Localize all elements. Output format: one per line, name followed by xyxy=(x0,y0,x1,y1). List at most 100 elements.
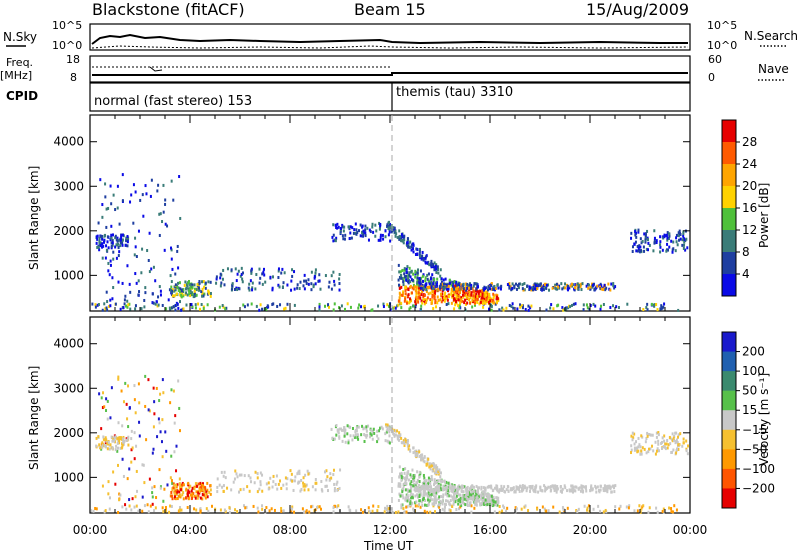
echo-cell xyxy=(403,267,406,271)
echo-cell xyxy=(398,286,401,290)
echo-cell xyxy=(178,509,181,513)
echo-cell xyxy=(655,449,658,453)
echo-cell xyxy=(368,435,371,439)
echo-cell xyxy=(666,439,669,443)
echo-cell xyxy=(452,293,455,297)
echo-cell xyxy=(328,280,331,284)
echo-cell xyxy=(107,261,110,265)
echo-cell xyxy=(442,282,445,286)
echo-cell xyxy=(365,429,368,433)
echo-cell xyxy=(414,504,417,508)
echo-cell xyxy=(144,286,147,290)
echo-cell xyxy=(161,220,164,224)
echo-cell xyxy=(302,481,305,485)
echo-cell xyxy=(643,232,646,236)
echo-cell xyxy=(661,436,664,440)
echo-cell xyxy=(484,498,487,502)
echo-cell xyxy=(98,241,101,245)
echo-cell xyxy=(335,225,338,229)
echo-cell xyxy=(99,446,102,450)
echo-cell xyxy=(283,271,286,275)
echo-cell xyxy=(353,228,356,232)
echo-cell xyxy=(428,479,431,483)
echo-cell xyxy=(180,288,183,292)
echo-cell xyxy=(173,289,176,293)
echo-cell xyxy=(133,431,136,435)
echo-cell xyxy=(420,458,423,462)
echo-cell xyxy=(476,300,479,304)
echo-cell xyxy=(613,490,616,494)
echo-cell xyxy=(468,503,471,507)
echo-cell xyxy=(619,504,622,508)
echo-cell xyxy=(458,498,461,502)
echo-cell xyxy=(111,241,114,245)
echo-cell xyxy=(441,480,444,484)
echo-cell xyxy=(394,229,397,233)
x-tick-label: 04:00 xyxy=(173,523,208,537)
echo-cell xyxy=(406,244,409,248)
echo-cell xyxy=(678,238,681,242)
echo-cell xyxy=(314,488,317,492)
echo-cell xyxy=(425,300,428,304)
echo-cell xyxy=(121,443,124,447)
echo-cell xyxy=(426,482,429,486)
echo-cell xyxy=(408,300,411,304)
echo-cell xyxy=(377,304,380,308)
station-title: Blackstone (fitACF) xyxy=(92,0,245,19)
echo-cell xyxy=(250,480,253,484)
echo-cell xyxy=(448,502,451,506)
echo-cell xyxy=(407,242,410,246)
echo-cell xyxy=(265,307,268,311)
echo-cell xyxy=(109,184,112,188)
echo-cell xyxy=(610,282,613,286)
echo-cell xyxy=(209,492,212,496)
echo-cell xyxy=(433,503,436,507)
echo-cell xyxy=(304,510,307,514)
echo-cell xyxy=(594,304,597,308)
echo-cell xyxy=(534,287,537,291)
echo-cell xyxy=(118,250,121,254)
echo-cell xyxy=(579,284,582,288)
echo-cell xyxy=(672,436,675,440)
echo-cell xyxy=(354,433,357,437)
echo-cell xyxy=(386,439,389,443)
nsearch-trace xyxy=(91,45,689,49)
echo-cell xyxy=(330,287,333,291)
echo-cell xyxy=(338,427,341,431)
echo-cell xyxy=(402,241,405,245)
echo-cell xyxy=(219,284,222,288)
echo-cell xyxy=(659,250,662,254)
echo-cell xyxy=(484,301,487,305)
echo-cell xyxy=(662,236,665,240)
echo-cell xyxy=(433,481,436,485)
echo-cell xyxy=(507,489,510,493)
echo-cell xyxy=(448,482,451,486)
echo-cell xyxy=(105,244,108,248)
echo-cell xyxy=(410,245,413,249)
echo-cell xyxy=(425,484,428,488)
echo-cell xyxy=(405,440,408,444)
echo-cell xyxy=(439,499,442,503)
echo-cell xyxy=(296,283,299,287)
echo-cell xyxy=(110,386,113,390)
cpid-mode-2: themis (tau) 3310 xyxy=(396,85,513,100)
echo-cell xyxy=(411,493,414,497)
echo-cell xyxy=(343,434,346,438)
echo-cell xyxy=(413,488,416,492)
nave-tick-bottom: 0 xyxy=(708,71,715,84)
echo-cell xyxy=(250,267,253,271)
echo-cell xyxy=(96,303,99,307)
echo-cell xyxy=(191,305,194,309)
echo-cell xyxy=(529,286,532,290)
echo-cell xyxy=(484,299,487,303)
echo-cell xyxy=(207,509,210,513)
echo-cell xyxy=(162,510,165,514)
echo-cell xyxy=(234,508,237,512)
echo-cell xyxy=(485,492,488,496)
echo-cell xyxy=(677,308,680,312)
echo-cell xyxy=(579,489,582,493)
echo-cell xyxy=(475,484,478,488)
echo-cell xyxy=(570,282,573,286)
echo-cell xyxy=(103,510,106,514)
echo-cell xyxy=(483,494,486,498)
